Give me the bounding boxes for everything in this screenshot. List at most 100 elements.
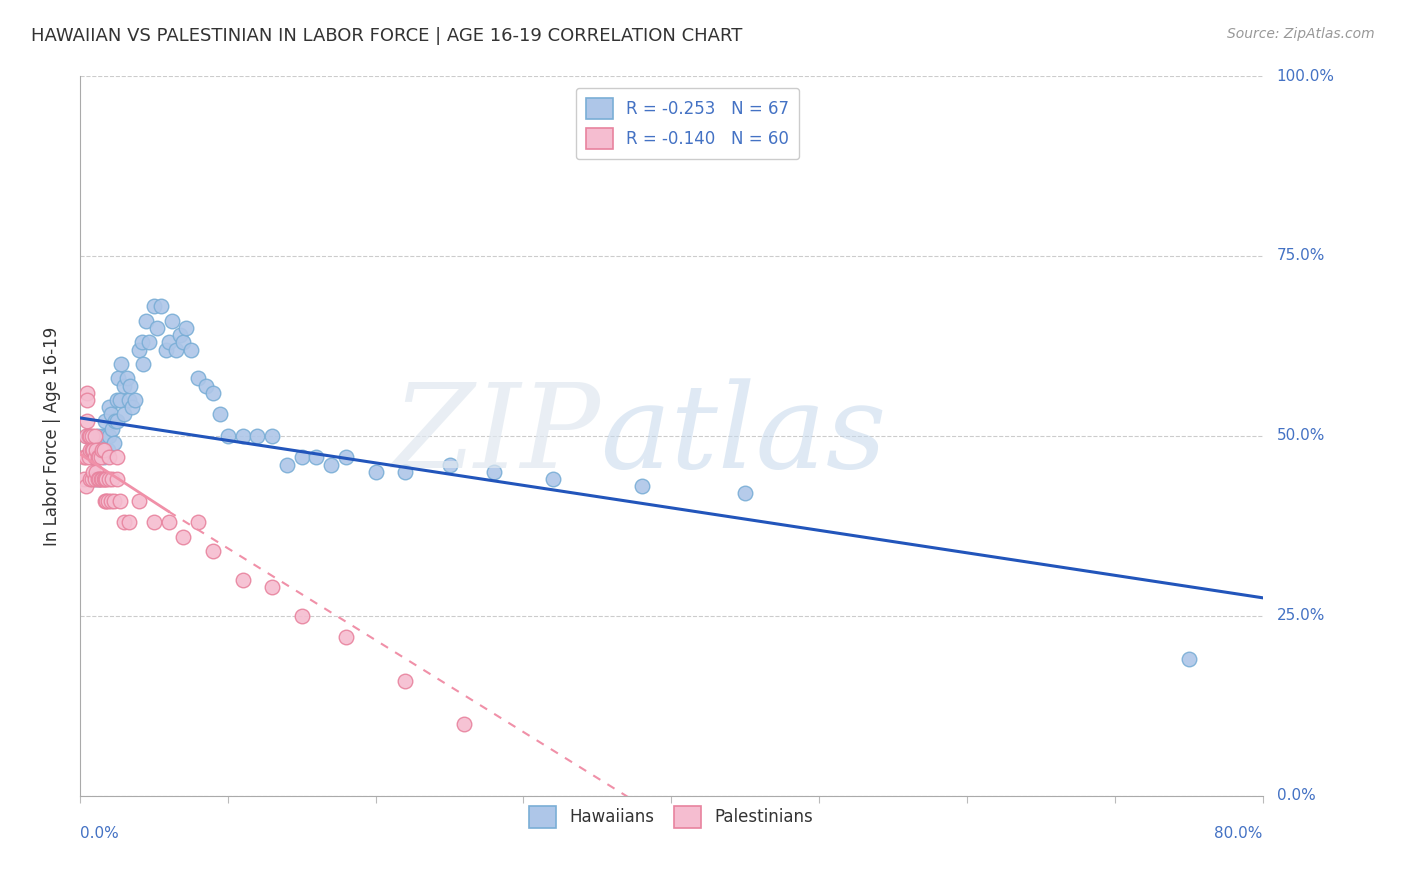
- Point: [83, 472, 105, 486]
- Point: [201, 544, 224, 558]
- Point: [135, 314, 157, 328]
- Point: [734, 486, 756, 500]
- Point: [145, 321, 167, 335]
- Point: [209, 407, 232, 421]
- Point: [231, 573, 253, 587]
- Point: [105, 415, 128, 429]
- Point: [79, 429, 101, 443]
- Point: [79, 472, 101, 486]
- Point: [83, 472, 105, 486]
- Point: [91, 429, 114, 443]
- Point: [169, 328, 191, 343]
- Point: [105, 392, 128, 407]
- Point: [453, 716, 475, 731]
- Point: [187, 515, 209, 529]
- Point: [160, 314, 183, 328]
- Point: [131, 335, 153, 350]
- Point: [83, 450, 105, 465]
- Point: [172, 335, 194, 350]
- Point: [87, 472, 110, 486]
- Point: [155, 343, 177, 357]
- Point: [165, 343, 187, 357]
- Point: [112, 378, 135, 392]
- Point: [321, 458, 343, 472]
- Point: [80, 472, 103, 486]
- Point: [150, 299, 173, 313]
- Point: [80, 429, 103, 443]
- Text: HAWAIIAN VS PALESTINIAN IN LABOR FORCE | AGE 16-19 CORRELATION CHART: HAWAIIAN VS PALESTINIAN IN LABOR FORCE |…: [31, 27, 742, 45]
- Point: [482, 465, 505, 479]
- Point: [82, 465, 104, 479]
- Point: [77, 429, 100, 443]
- Point: [76, 392, 98, 407]
- Point: [128, 493, 150, 508]
- Point: [100, 407, 122, 421]
- Point: [83, 450, 105, 465]
- Text: 25.0%: 25.0%: [1277, 608, 1324, 624]
- Text: ZIP: ZIP: [392, 378, 600, 493]
- Text: 75.0%: 75.0%: [1277, 249, 1324, 263]
- Text: 80.0%: 80.0%: [1215, 826, 1263, 841]
- Point: [138, 335, 160, 350]
- Point: [291, 450, 314, 465]
- Point: [93, 472, 115, 486]
- Point: [142, 299, 165, 313]
- Text: 0.0%: 0.0%: [80, 826, 118, 841]
- Point: [86, 429, 108, 443]
- Point: [305, 450, 328, 465]
- Point: [76, 385, 98, 400]
- Point: [291, 608, 314, 623]
- Point: [364, 465, 387, 479]
- Point: [90, 450, 112, 465]
- Point: [108, 392, 131, 407]
- Point: [112, 407, 135, 421]
- Point: [73, 472, 96, 486]
- Point: [73, 450, 96, 465]
- Point: [201, 385, 224, 400]
- Point: [96, 472, 118, 486]
- Point: [77, 450, 100, 465]
- Point: [91, 443, 114, 458]
- Point: [94, 493, 117, 508]
- Point: [118, 515, 141, 529]
- Point: [87, 450, 110, 465]
- Point: [97, 443, 120, 458]
- Point: [105, 472, 128, 486]
- Point: [86, 472, 108, 486]
- Point: [96, 429, 118, 443]
- Point: [107, 371, 129, 385]
- Point: [84, 443, 107, 458]
- Point: [93, 450, 115, 465]
- Point: [394, 465, 416, 479]
- Point: [187, 371, 209, 385]
- Point: [98, 429, 121, 443]
- Point: [276, 458, 298, 472]
- Y-axis label: In Labor Force | Age 16-19: In Labor Force | Age 16-19: [44, 326, 60, 546]
- Point: [110, 357, 132, 371]
- Point: [1178, 652, 1201, 666]
- Point: [176, 321, 198, 335]
- Point: [262, 580, 284, 594]
- Point: [94, 415, 117, 429]
- Point: [86, 450, 108, 465]
- Point: [76, 429, 98, 443]
- Point: [180, 343, 202, 357]
- Point: [103, 493, 125, 508]
- Point: [80, 443, 103, 458]
- Point: [630, 479, 652, 493]
- Point: [104, 415, 127, 429]
- Point: [121, 400, 143, 414]
- Point: [394, 673, 416, 688]
- Point: [87, 472, 110, 486]
- Point: [98, 472, 121, 486]
- Point: [108, 493, 131, 508]
- Point: [98, 400, 121, 414]
- Point: [83, 429, 105, 443]
- Text: 50.0%: 50.0%: [1277, 428, 1324, 443]
- Point: [112, 515, 135, 529]
- Point: [217, 429, 239, 443]
- Point: [541, 472, 564, 486]
- Point: [90, 472, 112, 486]
- Point: [75, 429, 97, 443]
- Point: [76, 415, 98, 429]
